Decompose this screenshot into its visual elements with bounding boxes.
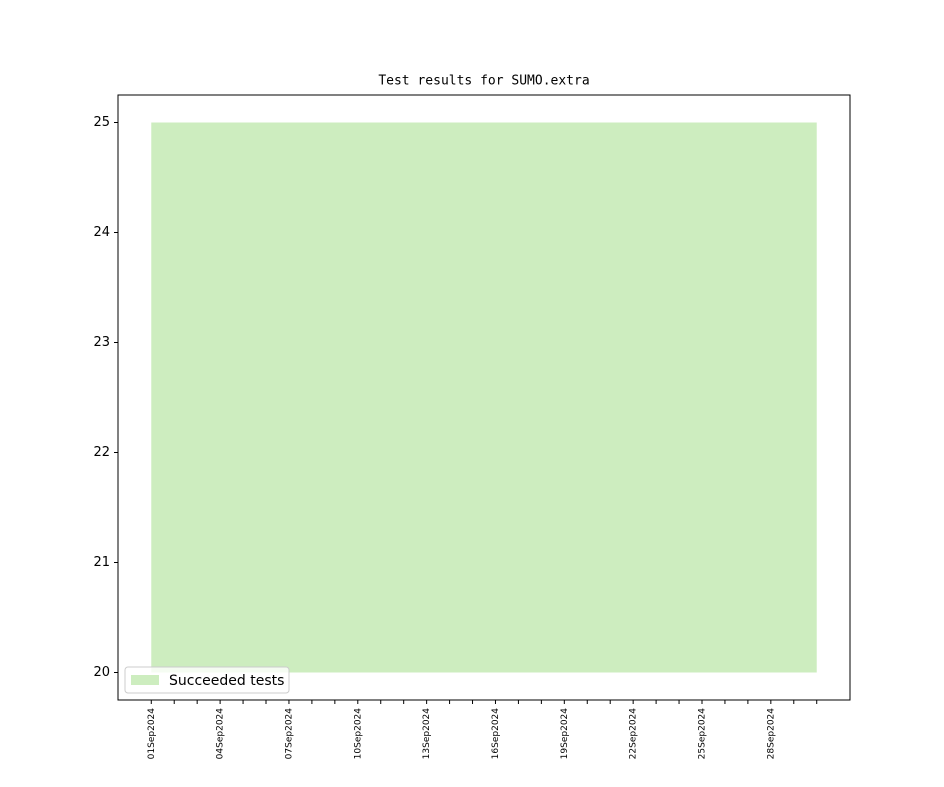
x-tick-label: 10Sep2024 [353, 708, 363, 760]
y-tick-label: 20 [93, 665, 110, 680]
legend-box [124, 666, 290, 694]
x-tick-label: 07Sep2024 [284, 708, 294, 760]
y-tick-label: 21 [93, 555, 110, 570]
y-tick-label: 22 [93, 445, 110, 460]
x-tick-label: 19Sep2024 [560, 708, 570, 760]
chart-title: Test results for SUMO.extra [378, 74, 589, 89]
legend-swatch [131, 675, 159, 685]
x-tick-label: 04Sep2024 [216, 708, 226, 760]
plot-frame [117, 94, 851, 701]
x-tick-label: 01Sep2024 [147, 708, 157, 760]
y-tick-label: 23 [93, 335, 110, 350]
legend-label: Succeeded tests [169, 673, 284, 689]
legend: Succeeded tests [124, 666, 290, 694]
x-tick-label: 25Sep2024 [697, 708, 707, 760]
x-tick-label: 22Sep2024 [629, 708, 639, 760]
x-tick-label: 28Sep2024 [766, 708, 776, 760]
area [151, 122, 817, 673]
x-tick-label: 16Sep2024 [491, 708, 501, 760]
y-tick-label: 24 [93, 225, 110, 240]
x-tick-label: 13Sep2024 [422, 708, 432, 760]
y-tick-label: 25 [93, 115, 110, 130]
